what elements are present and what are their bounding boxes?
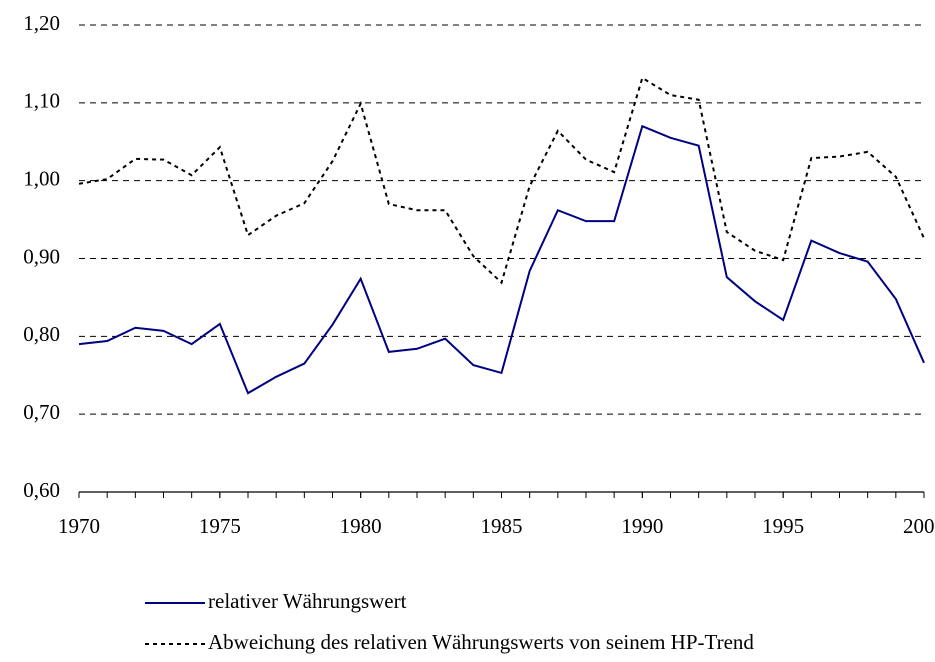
x-tick-label: 1980 [340,514,382,538]
x-tick-label: 2000 [903,514,935,538]
y-tick-label: 0,80 [23,322,60,346]
y-tick-label: 1,20 [23,11,60,35]
y-tick-label: 1,10 [23,89,60,113]
y-tick-label: 0,90 [23,244,60,268]
legend-label: relativer Währungswert [208,589,407,613]
legend-label: Abweichung des relativen Währungswerts v… [208,630,754,654]
y-tick-label: 1,00 [23,166,60,190]
series-line [78,124,925,395]
y-tick-label: 0,60 [23,478,60,502]
x-tick-label: 1975 [199,514,241,538]
x-tick-label: 1985 [481,514,523,538]
y-tick-label: 0,70 [23,400,60,424]
series-line [78,76,925,285]
x-tick-label: 1995 [762,514,804,538]
x-tick-label: 1990 [621,514,663,538]
x-tick-label: 1970 [58,514,100,538]
